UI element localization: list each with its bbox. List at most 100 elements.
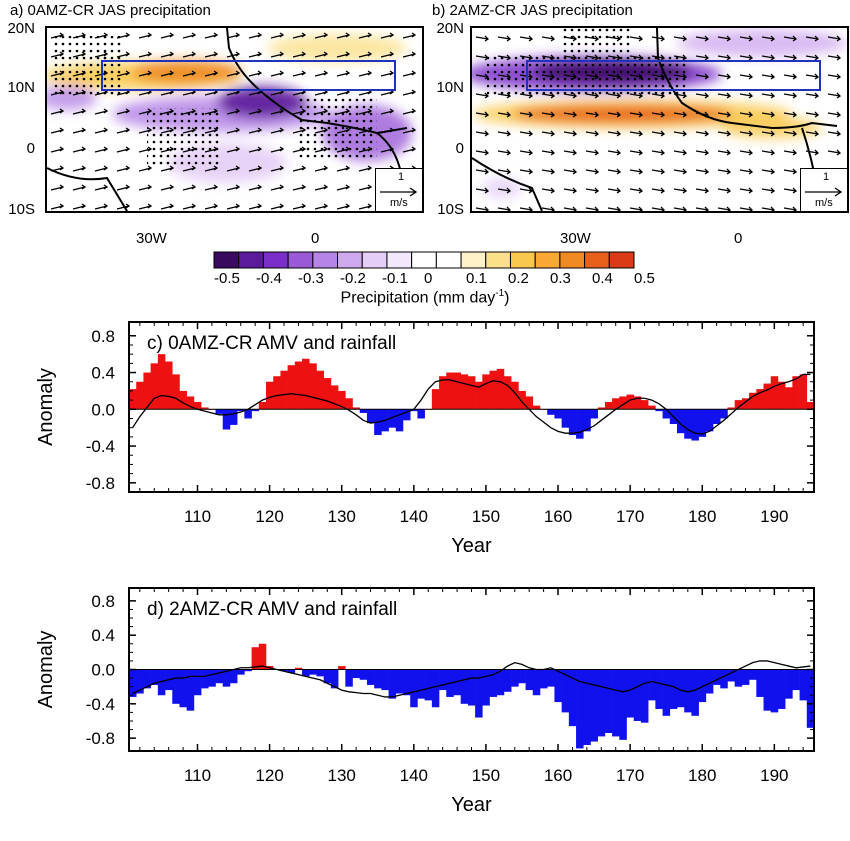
x-tick-label: 130 <box>328 507 356 526</box>
rainfall-bar <box>381 669 389 691</box>
rainfall-bar <box>222 669 231 687</box>
rainfall-bar <box>655 669 663 709</box>
rainfall-bar <box>143 372 151 410</box>
colorbar-tick-label: 0.2 <box>508 270 529 287</box>
rainfall-bar <box>215 669 224 684</box>
map-a-lat-10s: 10S <box>8 201 35 218</box>
rainfall-bar <box>583 409 591 432</box>
rainfall-bar <box>662 409 671 419</box>
map-a-key-value: 1 <box>398 171 405 183</box>
rainfall-bar <box>439 669 447 691</box>
x-tick-label: 170 <box>616 766 644 785</box>
map-a-lon-0: 0 <box>311 230 320 247</box>
rainfall-bar <box>201 669 209 689</box>
amv-line <box>132 660 811 698</box>
colorbar-swatch <box>213 251 240 269</box>
map-b-lat-20n: 20N <box>436 20 464 37</box>
colorbar-title-sup: -1 <box>495 288 505 299</box>
rainfall-bar <box>136 381 144 410</box>
rainfall-bar <box>568 409 577 436</box>
rainfall-bar <box>316 669 324 677</box>
map-b-lat-10s: 10S <box>437 201 464 218</box>
rainfall-bar <box>576 409 584 439</box>
rainfall-bar <box>467 376 476 410</box>
rainfall-bar <box>799 374 808 410</box>
rainfall-bar <box>431 389 440 410</box>
rainfall-bar <box>554 409 562 419</box>
colorbar-swatch <box>559 251 586 269</box>
colorbar-tick-label: -0.3 <box>298 270 324 287</box>
map-a-lat-0: 0 <box>26 140 35 157</box>
rainfall-bar <box>338 666 346 670</box>
y-tick-label: 0.0 <box>91 400 115 419</box>
rainfall-bar <box>597 669 606 737</box>
colorbar-tick-label: 0.5 <box>634 270 655 287</box>
rainfall-bar <box>720 669 728 689</box>
colorbar-swatch <box>460 251 487 269</box>
rainfall-bar <box>640 669 649 723</box>
rainfall-bar <box>366 669 375 685</box>
rainfall-bar <box>294 361 303 410</box>
rainfall-bar <box>727 407 735 410</box>
rainfall-bar <box>713 409 721 424</box>
rainfall-bar <box>323 669 332 684</box>
rainfall-bar <box>475 669 483 718</box>
rainfall-bar <box>229 669 238 684</box>
rainfall-bar <box>345 669 353 687</box>
rainfall-bar <box>482 669 490 706</box>
rainfall-bar <box>417 669 425 699</box>
rainfall-bar <box>359 409 368 413</box>
rainfall-bar <box>532 669 541 696</box>
rainfall-bar <box>590 409 598 419</box>
y-tick-label: 0.8 <box>91 327 115 346</box>
rainfall-bar <box>626 394 635 410</box>
x-tick-label: 180 <box>688 507 716 526</box>
rainfall-bar <box>633 669 642 721</box>
rainfall-bar <box>619 669 627 740</box>
chart-c: -0.8 -0.4 0.0 0.4 0.8 110 120 130 140 150 160 170 18… <box>35 321 815 557</box>
map-b-lon-0: 0 <box>734 230 743 247</box>
rainfall-bar <box>287 669 296 673</box>
rainfall-bar <box>186 669 195 711</box>
rainfall-bar <box>496 368 505 410</box>
rainfall-bar <box>734 669 743 687</box>
colorbar-swatch <box>435 251 462 269</box>
rainfall-bar <box>460 374 469 410</box>
rainfall-bar <box>626 669 635 718</box>
rainfall-bar <box>302 358 310 410</box>
rainfall-bar <box>489 370 498 410</box>
rainfall-bar <box>705 669 714 694</box>
map-b-region-box <box>526 60 821 91</box>
rainfall-bar <box>597 407 606 410</box>
colorbar-swatch <box>411 251 437 269</box>
rainfall-bar <box>612 398 620 410</box>
rainfall-bar <box>640 400 649 410</box>
rainfall-bar <box>186 396 195 410</box>
rainfall-bar <box>785 669 793 699</box>
rainfall-bar <box>734 400 743 410</box>
colorbar-tick-label: 0.1 <box>466 270 487 287</box>
rainfall-bar <box>677 409 685 434</box>
rainfall-bar <box>503 376 512 410</box>
rainfall-bar <box>403 409 411 421</box>
colorbar-swatch <box>361 251 388 269</box>
rainfall-bar <box>193 669 202 696</box>
rainfall-bar <box>129 669 137 697</box>
rainfall-bar <box>511 381 519 410</box>
x-tick-label: 190 <box>760 507 788 526</box>
rainfall-bar <box>316 370 324 410</box>
rainfall-bar <box>330 385 339 410</box>
rainfall-bar <box>338 390 346 410</box>
colorbar-swatch <box>262 251 289 269</box>
map-a-title: a) 0AMZ-CR JAS precipitation <box>10 2 211 19</box>
rainfall-bar <box>518 669 526 684</box>
rainfall-bar <box>431 669 440 708</box>
y-tick-label: -0.8 <box>86 474 115 493</box>
rainfall-bar <box>547 409 555 415</box>
rainfall-bar <box>179 390 187 410</box>
rainfall-bar <box>352 407 361 410</box>
rainfall-bar <box>453 669 461 696</box>
y-tick-label: 0.4 <box>91 626 115 645</box>
rainfall-bar <box>193 401 202 410</box>
rainfall-bar <box>172 669 180 704</box>
